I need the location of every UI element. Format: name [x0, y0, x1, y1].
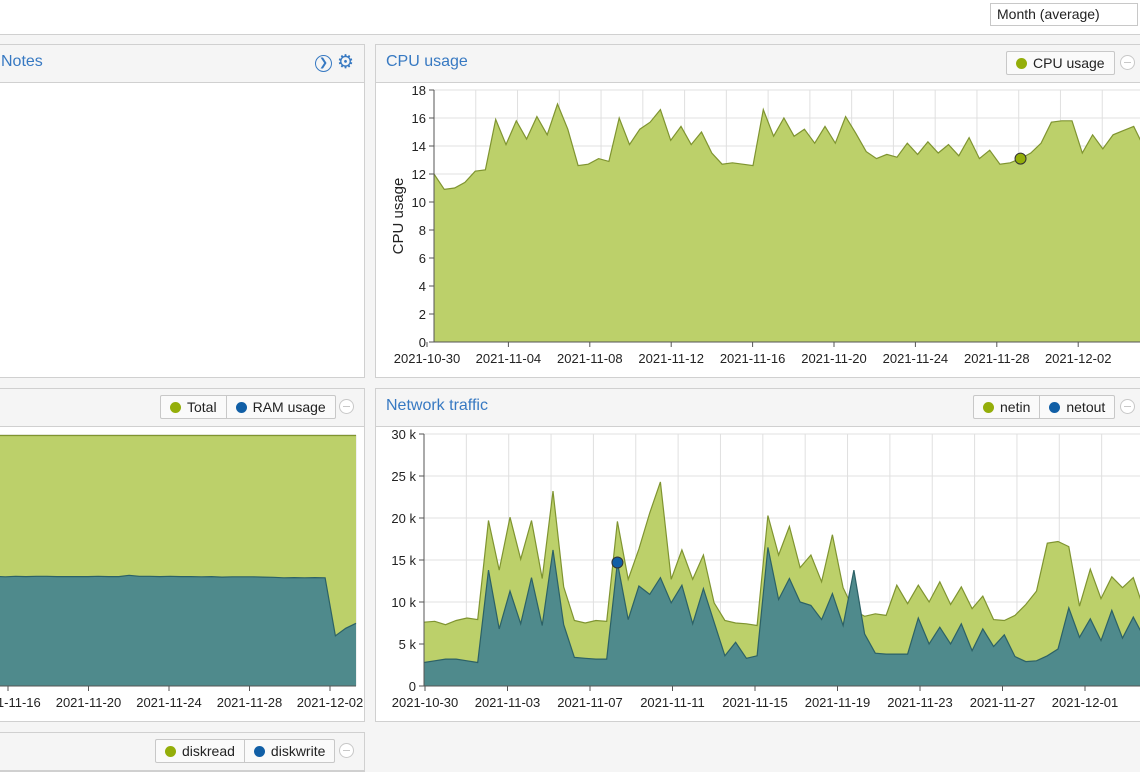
legend-dot-icon: [983, 401, 994, 413]
x-tick-label: 2021-11-27: [970, 695, 1036, 710]
y-tick-label: 16: [412, 111, 426, 126]
x-tick-label: 2021-11-20: [56, 695, 122, 710]
disk-legend: diskread diskwrite: [155, 739, 336, 763]
x-tick-label: 2021-11-15: [722, 695, 788, 710]
ram-panel-header: Total RAM usage: [0, 389, 364, 427]
x-tick-label: 2021-11-24: [136, 695, 202, 710]
x-tick-label: 2021-11-04: [476, 351, 542, 366]
top-toolbar: Month (average): [0, 0, 1140, 35]
disk-panel-header: diskread diskwrite: [0, 733, 364, 771]
x-tick-label: 2021-11-23: [887, 695, 953, 710]
y-tick-label: 10 k: [391, 595, 416, 610]
y-tick-label: 2: [419, 307, 426, 322]
notes-panel: Notes ❯ ⚙: [0, 44, 365, 378]
legend-dot-icon: [165, 745, 176, 757]
cpu-usage-panel: CPU usage CPU usage 0 2 4 6 8 10 12 14 16 18 2021-…: [375, 44, 1140, 378]
net-panel-header: Network traffic netin netout: [376, 389, 1140, 427]
chevron-right-circle-icon[interactable]: ❯: [315, 55, 332, 72]
notes-panel-header: Notes ❯ ⚙: [0, 45, 364, 83]
legend-dot-icon: [1016, 57, 1027, 69]
y-tick-label: 30 k: [391, 427, 416, 442]
x-tick-label: 2021-12-02: [1045, 351, 1112, 366]
cpu-panel-header: CPU usage CPU usage: [376, 45, 1140, 83]
legend-dot-icon: [235, 401, 247, 413]
cpu-panel-title: CPU usage: [386, 53, 468, 70]
legend-dot-icon: [170, 401, 181, 413]
x-tick-label: 2021-11-24: [883, 351, 949, 366]
series-line-1: [423, 481, 1140, 627]
y-tick-label: 6: [419, 251, 426, 266]
series-area-2: [0, 575, 356, 686]
net-panel-title: Network traffic: [386, 397, 488, 414]
legend-item-total[interactable]: Total: [161, 396, 226, 418]
series-line-2: [423, 547, 1140, 664]
series-area-2: [424, 547, 1140, 686]
hover-marker: [1014, 152, 1027, 165]
y-tick-label: 4: [419, 279, 426, 294]
y-tick-label: 15 k: [391, 553, 416, 568]
y-tick-label: 8: [419, 223, 426, 238]
x-tick-label: 2021-11-16: [0, 695, 41, 710]
collapse-icon[interactable]: [339, 399, 354, 414]
legend-label: Total: [187, 399, 217, 415]
legend-item-cpu-usage[interactable]: CPU usage: [1007, 52, 1114, 74]
disk-io-panel: diskread diskwrite: [0, 732, 365, 772]
y-tick-label: 14: [412, 139, 426, 154]
timeframe-select[interactable]: Month (average): [990, 3, 1138, 26]
x-tick-label: 2021-12-01: [1052, 695, 1119, 710]
x-tick-label: 2021-11-28: [217, 695, 283, 710]
y-tick-label: 10: [412, 195, 426, 210]
hover-marker: [611, 556, 624, 569]
y-tick-label: 0: [409, 679, 416, 694]
legend-item-diskread[interactable]: diskread: [156, 740, 244, 762]
y-tick-label: 18: [412, 83, 426, 98]
x-tick-label: 2021-10-30: [394, 351, 461, 366]
legend-label: netout: [1066, 399, 1106, 415]
legend-item-netin[interactable]: netin: [974, 396, 1039, 418]
legend-label: diskread: [182, 743, 235, 759]
x-tick-label: 2021-10-30: [392, 695, 459, 710]
notes-panel-title: Notes: [1, 53, 43, 70]
legend-item-netout[interactable]: netout: [1039, 396, 1114, 418]
ram-usage-panel: Total RAM usage 2021-11-162021-11-202021…: [0, 388, 365, 722]
cpu-legend: CPU usage: [1006, 51, 1115, 75]
legend-item-diskwrite[interactable]: diskwrite: [243, 740, 334, 762]
legend-dot-icon: [253, 745, 265, 757]
gear-icon[interactable]: ⚙: [337, 52, 355, 73]
network-traffic-chart: 0 5 k 10 k 15 k 20 k 25 k 30 k 2021-10-30 2021-1…: [391, 427, 1140, 710]
collapse-icon[interactable]: [1120, 55, 1135, 70]
y-tick-label: 25 k: [391, 469, 416, 484]
x-tick-label: 2021-11-12: [638, 351, 704, 366]
ram-legend: Total RAM usage: [160, 395, 336, 419]
legend-label: CPU usage: [1033, 55, 1105, 71]
y-axis-title: CPU usage: [390, 178, 407, 255]
series-line-2: [0, 574, 357, 637]
legend-label: RAM usage: [252, 399, 326, 415]
y-tick-label: 12: [412, 167, 426, 182]
collapse-icon[interactable]: [339, 743, 354, 758]
legend-dot-icon: [1049, 401, 1061, 413]
collapse-icon[interactable]: [1120, 399, 1135, 414]
x-tick-label: 2021-11-07: [557, 695, 623, 710]
x-tick-label: 2021-12-02: [297, 695, 364, 710]
x-tick-label: 2021-11-11: [640, 695, 705, 710]
x-tick-label: 2021-11-16: [720, 351, 786, 366]
series-area-1: [434, 104, 1140, 342]
legend-item-ram-usage[interactable]: RAM usage: [225, 396, 335, 418]
x-tick-label: 2021-11-20: [801, 351, 867, 366]
y-tick-label: 0: [419, 335, 426, 350]
y-tick-label: 5 k: [399, 637, 417, 652]
x-tick-label: 2021-11-03: [475, 695, 541, 710]
x-tick-label: 2021-11-08: [557, 351, 623, 366]
legend-label: diskwrite: [270, 743, 326, 759]
network-traffic-panel: Network traffic netin netout 0 5 k 10 k 15 …: [375, 388, 1140, 722]
net-legend: netin netout: [973, 395, 1116, 419]
x-tick-label: 2021-11-28: [964, 351, 1030, 366]
ram-usage-chart: 2021-11-16 2021-11-20 2021-11-24 2021-11-28…: [0, 434, 364, 710]
cpu-usage-chart: 0 2 4 6 8 10 12 14 16 18 2021-10-30 2021-11-04 2021-…: [390, 83, 1140, 366]
legend-label: netin: [1000, 399, 1031, 415]
y-tick-label: 20 k: [391, 511, 416, 526]
x-tick-label: 2021-11-19: [805, 695, 871, 710]
